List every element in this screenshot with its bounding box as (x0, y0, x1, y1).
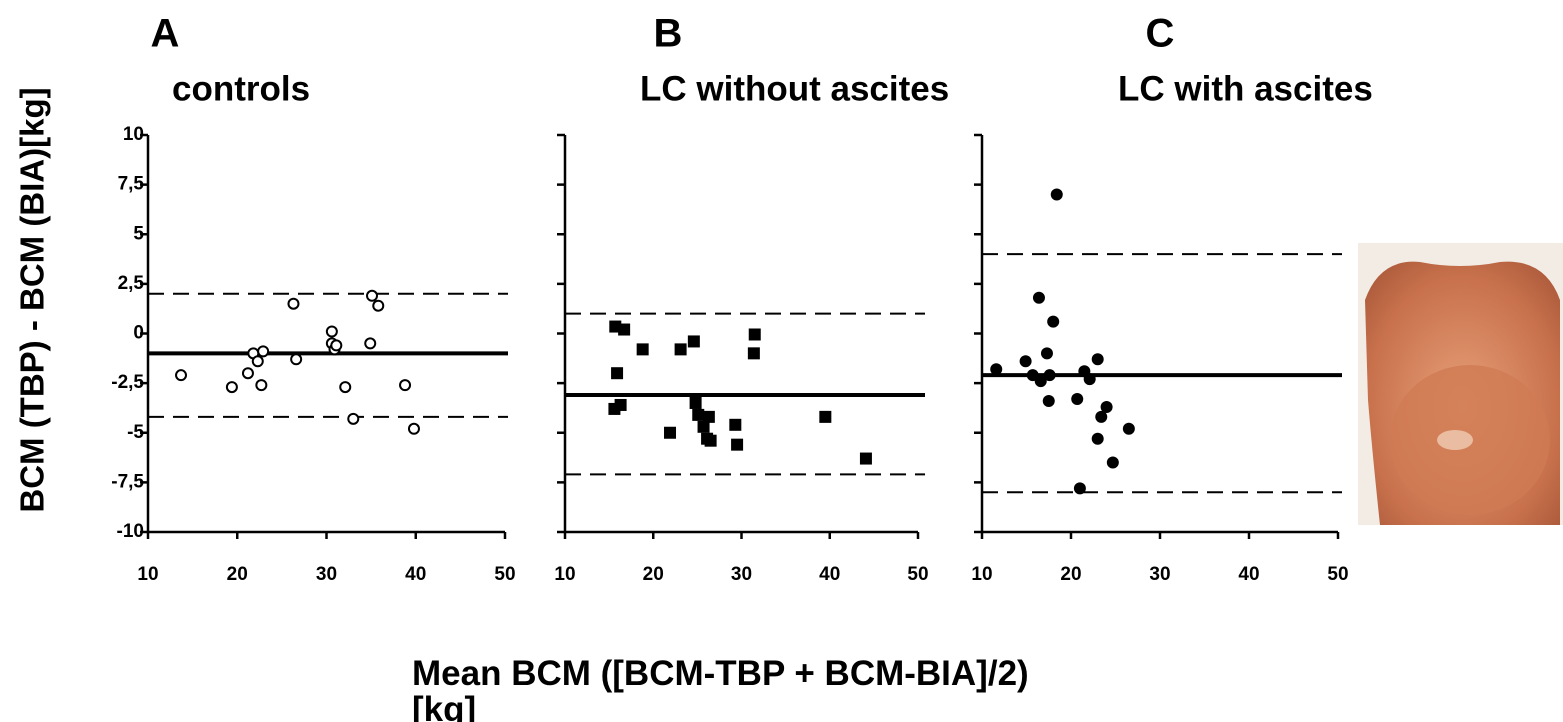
point (399, 379, 412, 392)
point (990, 363, 1003, 376)
x-axis-label: Mean BCM ([BCM-TBP + BCM-BIA]/2) [kg] (412, 654, 1029, 722)
point (251, 355, 264, 368)
panel-subtitle: LC with ascites (1118, 69, 1373, 108)
point (1095, 410, 1108, 423)
photo (1358, 243, 1563, 525)
point (372, 299, 385, 312)
point (1040, 347, 1053, 360)
x-tick-label: 30 (1149, 564, 1170, 585)
x-tick-label: 50 (1327, 564, 1348, 585)
point (674, 343, 687, 356)
point (611, 367, 624, 380)
y-tick-label: -10 (117, 521, 144, 542)
point (1100, 400, 1113, 413)
y-tick-label: 5 (133, 223, 144, 244)
point (1032, 291, 1045, 304)
y-tick-label: 2,5 (118, 273, 145, 294)
point (731, 438, 744, 451)
x-tick-label: 30 (731, 564, 752, 585)
point (702, 410, 715, 423)
point (1106, 456, 1119, 469)
point (859, 452, 872, 465)
x-tick-label: 20 (227, 564, 248, 585)
point (407, 422, 420, 435)
x-tick-label: 40 (1238, 564, 1259, 585)
point (704, 434, 717, 447)
point (664, 426, 677, 439)
point (1071, 393, 1084, 406)
point (1073, 482, 1086, 495)
panel-subtitle: LC without ascites (640, 69, 949, 108)
point (241, 367, 254, 380)
point (687, 335, 700, 348)
point (1042, 394, 1055, 407)
x-tick-label: 20 (643, 564, 664, 585)
point (1091, 432, 1104, 445)
x-tick-label: 10 (554, 564, 575, 585)
point (290, 353, 303, 366)
x-tick-label: 40 (405, 564, 426, 585)
point (1091, 353, 1104, 366)
point (225, 381, 238, 394)
point (1034, 375, 1047, 388)
x-tick-label: 10 (137, 564, 158, 585)
point (366, 289, 379, 302)
x-tick-label: 50 (494, 564, 515, 585)
point (618, 323, 631, 336)
y-tick-label: -7,5 (111, 471, 144, 492)
point (257, 345, 270, 358)
panel-letter: C (1146, 12, 1175, 56)
y-tick-label: -2,5 (111, 372, 144, 393)
point (729, 418, 742, 431)
point (1122, 422, 1135, 435)
point (614, 398, 627, 411)
x-tick-label: 10 (971, 564, 992, 585)
x-tick-label: 50 (907, 564, 928, 585)
point (175, 369, 188, 382)
point (1050, 188, 1063, 201)
panel-subtitle: controls (172, 69, 310, 108)
point (636, 343, 649, 356)
x-tick-label: 20 (1060, 564, 1081, 585)
x-tick-label: 40 (819, 564, 840, 585)
point (347, 412, 360, 425)
y-tick-label: 7,5 (118, 174, 145, 195)
y-tick-label: 0 (133, 323, 144, 344)
point (1047, 315, 1060, 328)
point (325, 325, 338, 338)
y-axis-label: BCM (TBP) - BCM (BIA)[kg] (14, 87, 51, 512)
point (330, 339, 343, 352)
point (1083, 373, 1096, 386)
panel-letter: B (654, 12, 683, 56)
point (1019, 355, 1032, 368)
y-tick-label: -5 (127, 422, 144, 443)
point (339, 381, 352, 394)
point (692, 408, 705, 421)
panel-letter: A (151, 12, 180, 56)
point (747, 347, 760, 360)
point (689, 396, 702, 409)
point (1043, 369, 1056, 382)
point (819, 410, 832, 423)
y-tick-label: 10 (123, 124, 144, 145)
point (748, 328, 761, 341)
point (287, 297, 300, 310)
point (364, 337, 377, 350)
x-tick-label: 30 (316, 564, 337, 585)
point (697, 420, 710, 433)
point (255, 379, 268, 392)
